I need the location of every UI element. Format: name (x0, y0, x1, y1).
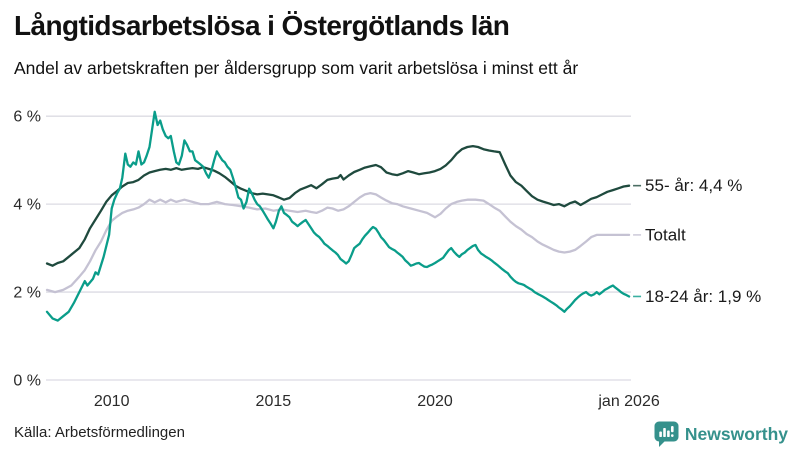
source-label: Källa: Arbetsförmedlingen (14, 424, 185, 441)
newsworthy-logo: Newsworthy (654, 421, 788, 448)
y-axis-tick-label: 6 % (13, 109, 41, 126)
newsworthy-logo-icon (654, 421, 679, 447)
newsworthy-logo-text: Newsworthy (684, 424, 788, 444)
page-subtitle: Andel av arbetskraften per åldersgrupp s… (14, 58, 579, 78)
series-end-label: Totalt (645, 225, 686, 244)
series-end-label: 18-24 år: 1,9 % (645, 287, 761, 306)
page-title: Långtidsarbetslösa i Östergötlands län (14, 10, 510, 41)
y-axis-tick-label: 0 % (13, 373, 41, 390)
x-axis-tick-label: 2015 (256, 393, 292, 410)
y-axis-tick-label: 4 % (13, 197, 41, 214)
y-axis-tick-label: 2 % (13, 285, 41, 302)
x-axis-tick-label: 2020 (417, 393, 453, 410)
x-axis-tick-label: jan 2026 (597, 393, 659, 410)
series-line-18-24r (45, 110, 631, 322)
series-end-label: 55- år: 4,4 % (645, 176, 742, 195)
series-line-55-r (45, 144, 631, 267)
series-line-Totalt (45, 191, 631, 294)
x-axis-tick-label: 2010 (94, 393, 130, 410)
line-chart: 0 % 2 % 4 % 6 % 2010 2015 2020 jan 2026 Totalt 55… (13, 109, 761, 410)
